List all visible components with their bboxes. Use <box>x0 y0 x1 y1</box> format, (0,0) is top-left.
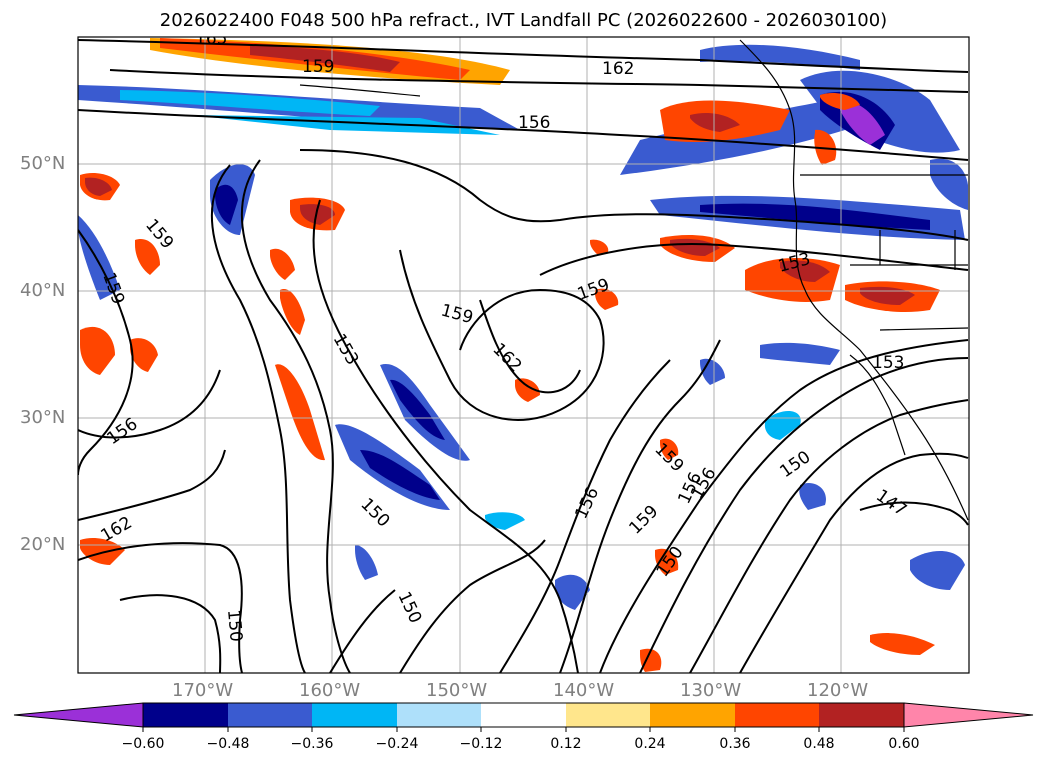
negative-anomaly-band <box>799 482 826 510</box>
colorbar-segment <box>143 703 228 727</box>
positive-anomaly-band <box>640 648 662 672</box>
colorbar-tick-label: 0.36 <box>719 736 751 752</box>
negative-anomaly-band <box>555 574 590 610</box>
colorbar-extend-low <box>13 702 144 728</box>
negative-anomaly-band <box>360 450 440 500</box>
colorbar-segment <box>735 703 819 727</box>
contour-label: 159 <box>650 439 687 476</box>
contour-label: 162 <box>488 339 525 376</box>
colorbar-tick-label: −0.12 <box>459 736 503 752</box>
contour-label: 156 <box>571 484 603 522</box>
contour-label: 159 <box>439 301 476 329</box>
positive-anomaly-band <box>820 93 860 110</box>
colorbar-tick-label: 0.24 <box>634 736 666 752</box>
lat-label: 50°N <box>20 153 66 174</box>
positive-anomaly-band <box>130 338 158 372</box>
colorbar-segment <box>650 703 735 727</box>
positive-anomaly-band <box>300 204 335 225</box>
negative-anomaly-band <box>355 545 378 580</box>
contour-label: 165 <box>195 29 227 49</box>
contour-label: 150 <box>356 494 393 531</box>
lon-label: 140°W <box>553 680 615 701</box>
positive-anomaly-band <box>655 548 679 575</box>
positive-anomaly-band <box>595 288 619 310</box>
lon-label: 170°W <box>172 680 234 701</box>
colorbar-outline <box>142 702 905 728</box>
positive-anomaly-band <box>590 239 609 255</box>
colorbar-segment <box>228 703 312 727</box>
colorbar-tick-label: 0.12 <box>550 736 582 752</box>
positive-anomaly-band <box>870 633 935 655</box>
lat-label: 20°N <box>20 534 66 555</box>
contour-label: 156 <box>103 414 141 449</box>
positive-anomaly-band <box>270 248 295 280</box>
positive-anomaly-band <box>814 129 837 165</box>
lon-label: 130°W <box>680 680 742 701</box>
positive-anomaly-band <box>280 289 305 335</box>
lat-label: 40°N <box>20 280 66 301</box>
contour-label: 159 <box>625 501 662 538</box>
coastline <box>299 39 969 521</box>
colorbar-tick-label: −0.60 <box>121 736 165 752</box>
contour-lines <box>78 39 969 673</box>
contour-label: 147 <box>872 486 910 521</box>
colorbar-segment <box>312 703 397 727</box>
negative-anomaly-band <box>930 158 968 210</box>
colorbar <box>13 702 1034 732</box>
shading-layer <box>78 38 968 672</box>
colorbar-extend-high <box>903 702 1034 728</box>
contour-label: 153 <box>329 331 363 369</box>
negative-anomaly-band <box>120 90 380 116</box>
positive-anomaly-band <box>135 239 160 275</box>
colorbar-tick-label: 0.48 <box>803 736 835 752</box>
positive-anomaly-band <box>660 438 679 460</box>
negative-anomaly-band <box>390 379 445 440</box>
colorbar-segment <box>397 703 481 727</box>
positive-anomaly-band <box>515 378 540 402</box>
contour-label: 159 <box>98 270 128 307</box>
colorbar-segment <box>481 703 566 727</box>
lon-label: 150°W <box>426 680 488 701</box>
colorbar-tick-label: −0.36 <box>290 736 334 752</box>
negative-anomaly-band <box>760 342 840 365</box>
map-frame <box>77 36 970 674</box>
negative-anomaly-band <box>700 44 860 70</box>
positive-anomaly-band <box>780 260 830 282</box>
contour-label: 156 <box>518 113 550 133</box>
contour-label: 162 <box>602 59 634 79</box>
negative-anomaly-band <box>840 100 885 145</box>
colorbar-tick-label: −0.48 <box>206 736 250 752</box>
negative-anomaly-band <box>215 184 238 225</box>
colorbar-tick-label: −0.24 <box>375 736 419 752</box>
contour-label: 150 <box>393 589 425 627</box>
contour-label: 153 <box>872 353 904 373</box>
colorbar-segment <box>819 703 904 727</box>
positive-anomaly-band <box>80 326 115 375</box>
colorbar-tick-label: 0.60 <box>888 736 920 752</box>
graticule <box>78 37 969 673</box>
positive-anomaly-band <box>275 364 325 461</box>
positive-anomaly-band <box>250 45 400 72</box>
positive-anomaly-band <box>690 113 740 132</box>
negative-anomaly-band <box>700 203 930 230</box>
contour-label: 159 <box>302 57 334 77</box>
negative-anomaly-band <box>78 215 120 300</box>
lon-label: 160°W <box>299 680 361 701</box>
positive-anomaly-band <box>85 177 112 196</box>
lat-label: 30°N <box>20 407 66 428</box>
contour-label: 150 <box>223 609 246 643</box>
map-title: 2026022400 F048 500 hPa refract., IVT La… <box>159 10 888 31</box>
lon-label: 120°W <box>807 680 869 701</box>
negative-anomaly-band <box>910 550 965 590</box>
contour-label: 150 <box>653 543 688 581</box>
colorbar-segment <box>566 703 650 727</box>
negative-anomaly-band <box>485 512 525 530</box>
